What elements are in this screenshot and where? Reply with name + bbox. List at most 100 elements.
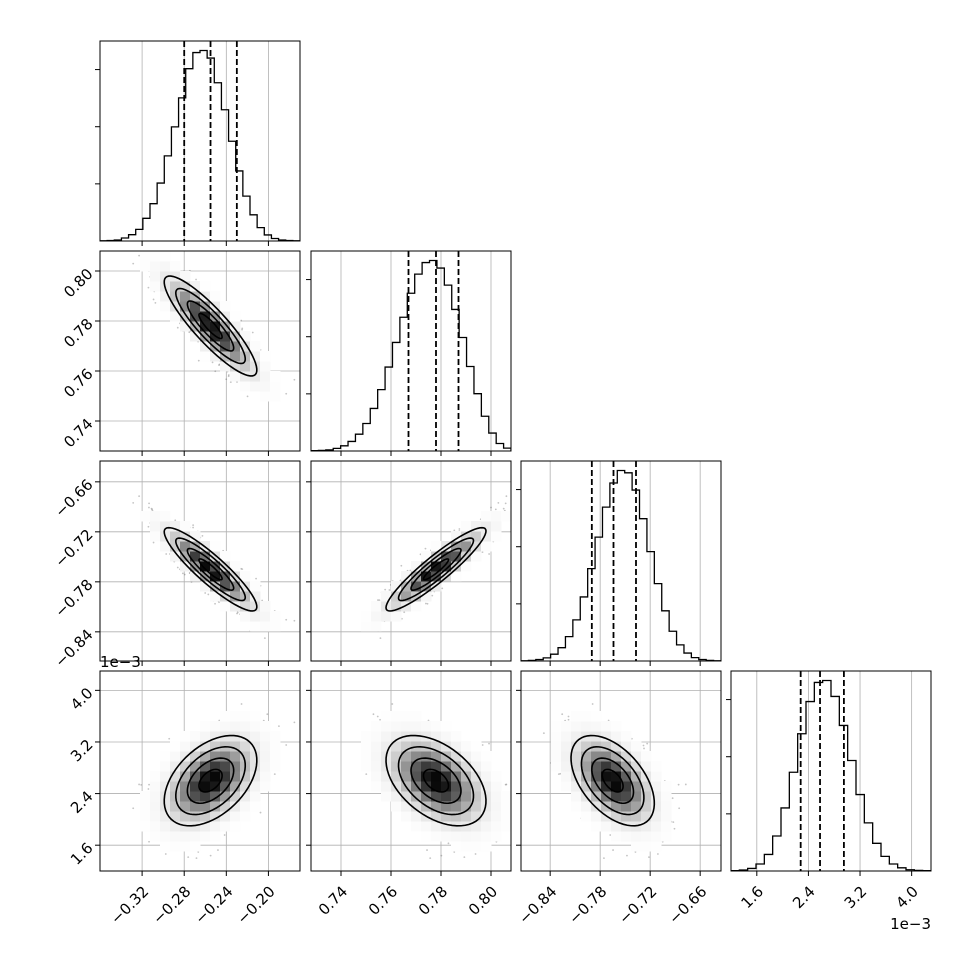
sample-point bbox=[132, 262, 135, 265]
sample-point bbox=[251, 331, 254, 334]
sample-point bbox=[285, 392, 288, 395]
density-cell bbox=[170, 261, 181, 272]
density-cell bbox=[230, 311, 241, 322]
density-cell bbox=[160, 261, 171, 272]
sample-point bbox=[148, 506, 150, 509]
sample-point bbox=[227, 375, 230, 378]
sample-point bbox=[240, 567, 243, 570]
sample-point bbox=[176, 566, 179, 569]
density-cell bbox=[200, 281, 211, 292]
density-cell bbox=[150, 511, 161, 522]
panel-content bbox=[100, 41, 300, 241]
sample-point bbox=[197, 359, 200, 362]
sample-point bbox=[181, 572, 184, 575]
sample-point bbox=[218, 364, 220, 367]
density-cell bbox=[260, 381, 271, 392]
density-cell bbox=[140, 261, 151, 272]
density-cell bbox=[260, 601, 271, 612]
sample-point bbox=[176, 326, 179, 329]
sample-point bbox=[174, 519, 177, 522]
sample-point bbox=[241, 327, 244, 330]
density-cell bbox=[220, 301, 231, 312]
sample-point bbox=[214, 370, 217, 373]
density-cell bbox=[270, 391, 281, 402]
density-cell bbox=[200, 351, 211, 362]
sample-point bbox=[147, 286, 150, 289]
sample-point bbox=[218, 363, 221, 366]
density-cell bbox=[160, 301, 171, 312]
sample-point bbox=[241, 328, 243, 331]
density-cell bbox=[150, 281, 161, 292]
sample-point bbox=[138, 254, 141, 257]
density-cell bbox=[250, 581, 261, 592]
density-cell bbox=[160, 251, 171, 262]
panel-0-0 bbox=[95, 40, 301, 246]
histogram-0 bbox=[100, 49, 300, 241]
density-cell bbox=[180, 521, 191, 532]
sample-point bbox=[195, 278, 197, 281]
density-cell bbox=[270, 621, 281, 632]
panel-content bbox=[311, 251, 511, 451]
sample-point bbox=[192, 526, 194, 529]
density-cell bbox=[260, 351, 271, 362]
density-cell bbox=[210, 541, 221, 552]
density-cell bbox=[260, 361, 271, 372]
sample-point bbox=[227, 374, 230, 376]
sample-point bbox=[204, 592, 207, 594]
density-cell bbox=[140, 511, 151, 522]
sample-point bbox=[132, 501, 135, 504]
density-cell bbox=[270, 381, 281, 392]
sample-point bbox=[236, 381, 238, 383]
density-cell bbox=[220, 601, 231, 612]
density-cell bbox=[210, 291, 221, 302]
density-cell bbox=[250, 611, 261, 622]
sample-point bbox=[154, 301, 157, 304]
sample-point bbox=[240, 319, 243, 322]
panel-2-0 bbox=[95, 460, 301, 666]
density-cell bbox=[150, 531, 161, 542]
sample-point bbox=[138, 495, 141, 498]
sample-point bbox=[246, 395, 249, 398]
sample-point bbox=[188, 331, 191, 334]
sample-point bbox=[236, 611, 239, 614]
density-cell bbox=[150, 521, 161, 532]
sample-point bbox=[148, 502, 150, 505]
sample-point bbox=[458, 528, 461, 530]
sample-point bbox=[192, 524, 195, 527]
density-cell bbox=[270, 371, 281, 382]
sample-point bbox=[225, 378, 228, 381]
panel-2-1 bbox=[306, 460, 512, 666]
panel-1-0 bbox=[95, 250, 301, 456]
sample-point bbox=[229, 381, 232, 384]
sample-point bbox=[293, 378, 296, 381]
density-cell bbox=[270, 611, 281, 622]
density-cell bbox=[260, 391, 271, 402]
density-cell bbox=[250, 381, 261, 392]
sample-point bbox=[183, 573, 186, 576]
sample-point bbox=[152, 541, 155, 544]
panel-content bbox=[100, 461, 300, 661]
sample-point bbox=[165, 553, 168, 555]
sample-point bbox=[400, 564, 403, 567]
sample-point bbox=[207, 593, 210, 596]
sample-point bbox=[285, 618, 288, 621]
sample-point bbox=[214, 602, 216, 605]
density-cell bbox=[250, 621, 261, 632]
density-cell bbox=[240, 381, 251, 392]
sample-point bbox=[263, 637, 266, 640]
panel-content bbox=[311, 461, 511, 661]
sample-point bbox=[147, 525, 150, 528]
sample-point bbox=[152, 298, 155, 301]
sample-point bbox=[426, 602, 429, 605]
sample-point bbox=[255, 577, 257, 580]
sample-point bbox=[201, 534, 204, 537]
sample-point bbox=[211, 361, 214, 364]
density-cell bbox=[150, 271, 161, 282]
density-cell bbox=[250, 341, 261, 352]
density-cell bbox=[150, 261, 161, 272]
density-cell bbox=[150, 251, 161, 262]
sample-point bbox=[293, 619, 296, 622]
density-cell bbox=[240, 611, 251, 622]
sample-point bbox=[151, 508, 154, 511]
